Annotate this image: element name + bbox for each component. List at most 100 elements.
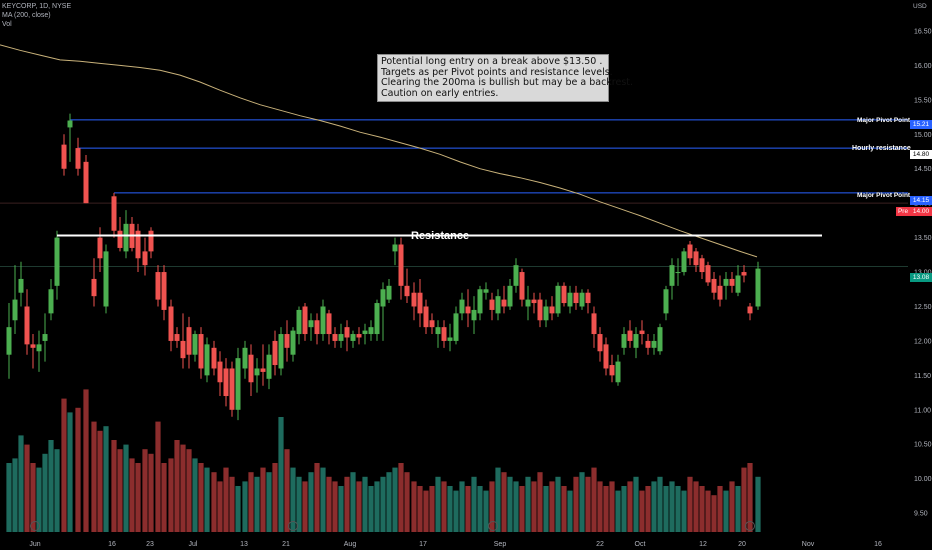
volume-bar (326, 476, 332, 532)
candle-body (135, 230, 141, 259)
y-tick-label: 13.50 (914, 235, 932, 242)
volume-bar (192, 458, 198, 532)
x-tick-label: Nov (802, 541, 815, 548)
volume-bar (543, 486, 549, 532)
candle-body (386, 285, 392, 300)
volume-bars (6, 389, 761, 532)
level-price-tag: 14.80 (910, 150, 932, 159)
x-tick-label: Sep (494, 541, 507, 548)
volume-bar (447, 486, 453, 532)
volume-bar (489, 481, 495, 532)
volume-bar (729, 481, 735, 532)
candle-body (204, 344, 210, 376)
volume-bar (627, 481, 633, 532)
candle-body (741, 272, 747, 276)
volume-bar (735, 486, 741, 532)
volume-bar (117, 449, 123, 532)
candle-body (477, 289, 483, 314)
candle-body (537, 299, 543, 321)
candle-body (543, 306, 549, 321)
candle-body (48, 289, 54, 314)
candle-body (561, 285, 567, 304)
candle-body (525, 299, 531, 307)
candle-body (368, 327, 374, 335)
candle-body (374, 303, 380, 335)
last-price-tag: 13.08 (910, 273, 932, 282)
candle-body (326, 313, 332, 335)
candle-body (380, 289, 386, 307)
volume-bar (471, 476, 477, 532)
candle-body (142, 251, 148, 266)
level-label: Major Pivot Point (857, 117, 911, 124)
candle-body (459, 299, 465, 314)
volume-bar (495, 467, 501, 532)
volume-bar (555, 476, 561, 532)
volume-bar (483, 490, 489, 532)
candle-body (429, 320, 435, 328)
candle-body (97, 237, 103, 259)
candle-body (235, 358, 241, 410)
x-tick-label: 21 (282, 541, 290, 548)
candle-body (266, 354, 272, 379)
volume-bar (350, 472, 356, 532)
level-label: Hourly resistance (852, 145, 911, 152)
volume-bar (525, 476, 531, 532)
candle-body (483, 289, 489, 293)
candle-body (585, 292, 591, 304)
candle-body (633, 334, 639, 348)
volume-bar (741, 467, 747, 532)
candle-body (161, 272, 167, 310)
candle-body (747, 306, 753, 314)
candle-body (447, 337, 453, 341)
candle-body (417, 292, 423, 314)
volume-bar (417, 486, 423, 532)
x-tick-label: Jun (29, 541, 40, 548)
candle-body (513, 265, 519, 286)
candle-body (711, 278, 717, 293)
volume-bar (338, 486, 344, 532)
candle-body (398, 244, 404, 286)
candle-body (229, 368, 235, 410)
dividend-marker-icon (30, 521, 40, 531)
volume-bar (687, 476, 693, 532)
candle-body (91, 278, 97, 297)
candle-body (192, 334, 198, 355)
candle-body (117, 230, 123, 248)
volume-bar (290, 467, 296, 532)
volume-bar (561, 486, 567, 532)
volume-bar (155, 421, 161, 532)
volume-bar (12, 458, 18, 532)
volume-bar (242, 481, 248, 532)
volume-bar (30, 463, 36, 532)
volume-bar (36, 467, 42, 532)
trade-idea-note: Potential long entry on a break above $1… (377, 54, 633, 102)
candle-body (168, 306, 174, 341)
candle-body (411, 292, 417, 307)
volume-bar (549, 481, 555, 532)
y-tick-label: 9.50 (914, 511, 928, 518)
level-price-tag: 15.21 (910, 120, 932, 129)
candle-body (314, 320, 320, 335)
volume-bar (453, 490, 459, 532)
x-tick-label: 22 (596, 541, 604, 548)
y-tick-label: 15.50 (914, 97, 932, 104)
note-line: Caution on early entries. (381, 87, 499, 99)
candle-body (332, 334, 338, 341)
volume-bar (320, 467, 326, 532)
x-tick-label: Aug (344, 541, 357, 548)
volume-bar (6, 463, 12, 532)
volume-bar (42, 453, 48, 532)
candle-body (320, 306, 326, 335)
candle-body (435, 327, 441, 335)
volume-bar (711, 495, 717, 532)
volume-bar (148, 453, 154, 532)
volume-bar (755, 476, 761, 532)
volume-bar (591, 467, 597, 532)
candle-body (284, 334, 290, 348)
volume-bar (103, 426, 109, 532)
candle-body (174, 334, 180, 341)
candle-body (681, 251, 687, 273)
y-tick-label: 15.00 (914, 132, 932, 139)
volume-bar (67, 412, 73, 532)
volume-bar (229, 476, 235, 532)
